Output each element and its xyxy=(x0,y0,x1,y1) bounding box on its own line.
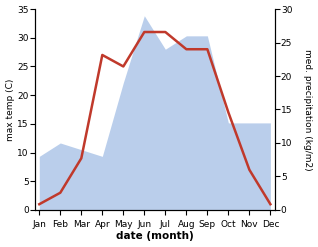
Y-axis label: max temp (C): max temp (C) xyxy=(5,78,15,141)
Y-axis label: med. precipitation (kg/m2): med. precipitation (kg/m2) xyxy=(303,49,313,170)
X-axis label: date (month): date (month) xyxy=(116,231,194,242)
